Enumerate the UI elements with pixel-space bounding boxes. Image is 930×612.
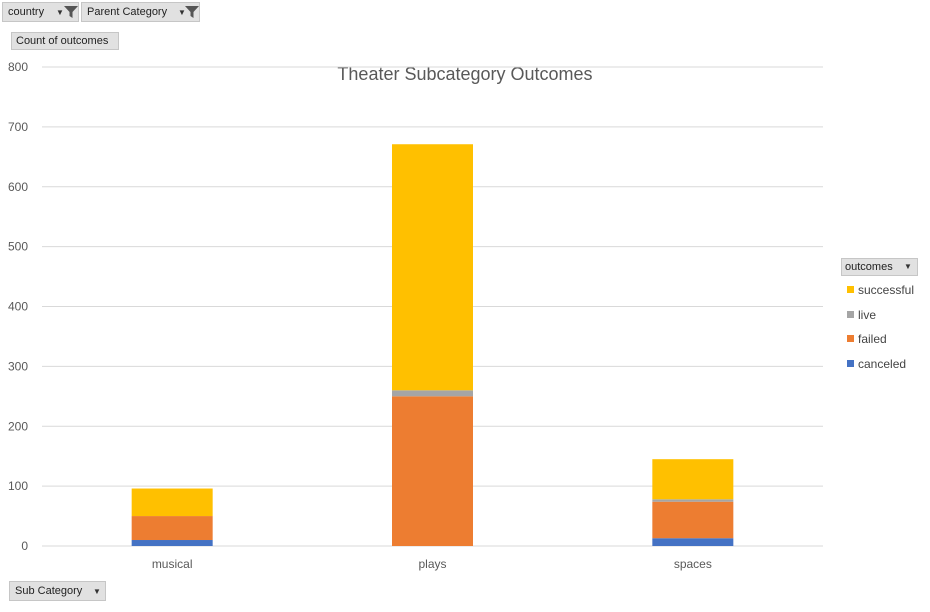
x-tick-label-spaces: spaces: [674, 557, 712, 571]
parent-category-filter-button[interactable]: Parent Category ▼: [81, 2, 200, 22]
axis-field-button[interactable]: Sub Category ▼: [9, 581, 106, 601]
legend-label: canceled: [858, 356, 907, 371]
legend-swatch: [847, 310, 854, 318]
bar-canceled-spaces[interactable]: [652, 538, 734, 546]
legend-field-label: outcomes: [845, 261, 893, 273]
bar-successful-plays[interactable]: [392, 144, 473, 391]
legend-item-live[interactable]: live: [847, 307, 876, 323]
y-tick-label: 700: [8, 120, 28, 134]
y-tick-label: 0: [21, 539, 28, 553]
chart-title: Theater Subcategory Outcomes: [337, 64, 593, 84]
country-filter-button[interactable]: country ▼: [2, 2, 79, 22]
legend-label: successful: [858, 283, 915, 297]
dropdown-arrow-icon: ▼: [178, 8, 186, 17]
x-tick-label-plays: plays: [418, 557, 446, 571]
legend-swatch: [847, 335, 854, 343]
bar-successful-musical[interactable]: [131, 488, 213, 517]
y-tick-label: 300: [8, 359, 28, 373]
bar-failed-musical[interactable]: [131, 516, 213, 541]
bar-failed-spaces[interactable]: [652, 501, 734, 539]
value-field-button[interactable]: Count of outcomes: [11, 32, 119, 50]
bar-canceled-musical[interactable]: [131, 540, 213, 546]
axis-field-label: Sub Category: [15, 585, 83, 597]
y-tick-label: 100: [8, 479, 28, 493]
y-tick-label: 600: [8, 180, 28, 194]
filter-funnel-icon: [185, 6, 199, 18]
legend-item-successful[interactable]: successful: [847, 282, 914, 298]
legend-label: failed: [858, 332, 887, 346]
parent-category-filter-label: Parent Category: [87, 6, 168, 18]
y-tick-label: 800: [8, 60, 28, 74]
y-tick-label: 200: [8, 419, 28, 433]
legend-label: live: [858, 307, 877, 322]
bar-successful-spaces[interactable]: [652, 459, 734, 500]
legend-field-button[interactable]: outcomes ▼: [841, 258, 918, 276]
filter-funnel-icon: [64, 6, 78, 18]
legend-swatch: [847, 359, 854, 367]
legend-item-canceled[interactable]: canceled: [847, 356, 906, 372]
dropdown-arrow-icon: ▼: [56, 8, 64, 17]
bar-failed-plays[interactable]: [392, 396, 473, 546]
bar-live-plays[interactable]: [392, 390, 473, 397]
value-field-label: Count of outcomes: [16, 35, 109, 47]
country-filter-label: country: [8, 6, 45, 18]
y-tick-label: 400: [8, 300, 28, 314]
y-tick-label: 500: [8, 240, 28, 254]
legend-swatch: [847, 286, 854, 294]
legend-item-failed[interactable]: failed: [847, 331, 887, 347]
x-tick-label-musical: musical: [152, 557, 193, 571]
dropdown-arrow-icon: ▼: [904, 262, 912, 271]
dropdown-arrow-icon: ▼: [93, 587, 101, 596]
bar-live-spaces[interactable]: [652, 499, 734, 502]
